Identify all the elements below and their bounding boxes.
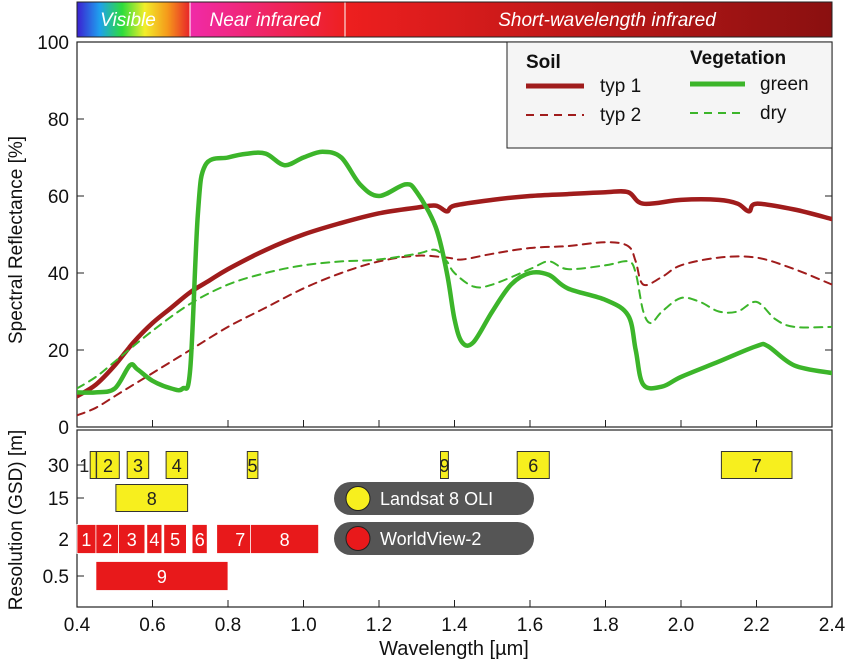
wavelength-x-tick-label: 2.0 xyxy=(668,615,694,636)
legend-veg-dry-label: dry xyxy=(760,103,787,124)
reflectance-y-tick-label: 0 xyxy=(58,418,69,439)
landsat-band-8-label: 8 xyxy=(147,489,157,509)
landsat-band-5-bar xyxy=(246,451,259,479)
wavelength-x-tick-label: 0.8 xyxy=(215,615,241,636)
spectral-region-banner: Visible Near infrared Short-wavelength i… xyxy=(76,1,833,38)
wavelength-x-tick-label: 2.2 xyxy=(743,615,769,636)
landsat-band-5-label: 5 xyxy=(247,456,257,476)
legend-soil-typ2-label: typ 2 xyxy=(600,105,641,126)
resolution-y-axis-label: Resolution (GSD) [m] xyxy=(6,430,27,611)
landsat-band-6-bar xyxy=(516,451,550,479)
worldview-band-3-label: 3 xyxy=(127,530,137,550)
wavelength-x-tick-label: 0.6 xyxy=(139,615,165,636)
worldview-band-5-label: 5 xyxy=(170,530,180,550)
worldview-band-1-label: 1 xyxy=(81,530,91,550)
legend-soil-header: Soil xyxy=(526,52,561,73)
near-infrared-region-band xyxy=(190,2,345,37)
worldview-band-3-bar xyxy=(118,524,146,554)
gsd-category-label: 2 xyxy=(58,530,69,551)
worldview-band-5-bar xyxy=(163,524,187,554)
sensor-legend: Landsat 8 OLI WorldView-2 xyxy=(334,482,534,555)
landsat-band-4-bar xyxy=(165,451,189,479)
wavelength-x-tick-label: 1.2 xyxy=(366,615,392,636)
worldview-band-8-bar xyxy=(250,524,320,554)
gsd-category-label: 0.5 xyxy=(43,567,69,588)
worldview-band-9-label: 9 xyxy=(157,567,167,587)
landsat-band-6-label: 6 xyxy=(528,456,538,476)
reflectance-y-axis-label: Spectral Reflectance [%] xyxy=(6,136,27,344)
reflectance-y-tick-label: 20 xyxy=(48,341,69,362)
landsat-band-2-bar xyxy=(96,451,120,479)
legend-veg-green-label: green xyxy=(760,74,809,95)
gsd-category-label: 30 xyxy=(48,456,69,477)
reflectance-y-axis: 0 20 40 60 80 100 xyxy=(37,33,832,439)
visible-region-label: Visible xyxy=(100,10,156,31)
wavelength-x-tick-label: 1.8 xyxy=(592,615,618,636)
wavelength-x-axis-label: Wavelength [µm] xyxy=(379,638,529,660)
legend-soil-typ1-label: typ 1 xyxy=(600,76,641,97)
reflectance-curves xyxy=(77,149,832,417)
reflectance-y-tick-label: 40 xyxy=(48,264,69,285)
worldview-band-9-bar xyxy=(95,561,229,591)
wavelength-x-tick-label: 0.4 xyxy=(64,615,91,636)
worldview-band-4-label: 4 xyxy=(149,530,159,550)
landsat-band-9-label: 9 xyxy=(439,456,449,476)
worldview-band-4-bar xyxy=(146,524,163,554)
vegetation-green-curve xyxy=(77,149,832,395)
resolution-y-axis: 30 15 2 0.5 xyxy=(43,456,84,588)
reflectance-y-tick-label: 60 xyxy=(48,187,69,208)
landsat-band-3-label: 3 xyxy=(133,456,143,476)
soil-typ2-curve xyxy=(77,241,832,417)
soil-typ1-curve xyxy=(77,188,832,399)
landsat-band-1-bar xyxy=(89,451,97,479)
wavelength-x-tick-label: 1.0 xyxy=(290,615,316,636)
landsat-band-2-label: 2 xyxy=(103,456,113,476)
sensor-bands: 1 2 3 4 5 9 6 781 2 3 4 5 6 7 89 xyxy=(76,451,793,591)
worldview-legend-pill xyxy=(334,522,534,555)
landsat-band-3-bar xyxy=(126,451,150,479)
swir-region-band xyxy=(345,2,832,37)
visible-region-band xyxy=(77,2,190,37)
worldview-band-6-bar xyxy=(191,524,208,554)
wavelength-x-tick-label: 1.4 xyxy=(441,615,468,636)
landsat-band-1-label: 1 xyxy=(79,456,89,476)
landsat-band-7-label: 7 xyxy=(752,456,762,476)
legend-vegetation-header: Vegetation xyxy=(690,48,786,69)
reflectance-legend: Soil Vegetation typ 1 typ 2 green dry xyxy=(506,41,833,149)
near-infrared-region-label: Near infrared xyxy=(210,10,322,31)
landsat-legend-pill xyxy=(334,482,534,515)
worldview-band-6-label: 6 xyxy=(195,530,205,550)
worldview-legend-marker xyxy=(345,526,371,551)
wavelength-x-tick-label: 2.4 xyxy=(819,615,846,636)
gsd-category-label: 15 xyxy=(48,489,69,510)
vegetation-dry-curve xyxy=(77,248,832,390)
worldview-band-7-label: 7 xyxy=(235,530,245,550)
landsat-band-8-bar xyxy=(115,484,189,512)
landsat-band-7-bar xyxy=(720,451,793,479)
wavelength-x-axis: 0.4 0.6 0.8 1.0 1.2 1.4 1.6 1.8 2.0 2.2 2.4 xyxy=(64,420,846,636)
worldview-band-2-label: 2 xyxy=(102,530,112,550)
reflectance-y-tick-label: 100 xyxy=(37,33,69,54)
landsat-legend-label: Landsat 8 OLI xyxy=(380,489,493,509)
worldview-band-8-label: 8 xyxy=(280,530,290,550)
reflectance-y-tick-label: 80 xyxy=(48,110,69,131)
swir-region-label: Short-wavelength infrared xyxy=(498,10,717,31)
worldview-legend-label: WorldView-2 xyxy=(380,529,481,549)
wavelength-x-tick-label: 1.6 xyxy=(517,615,543,636)
landsat-legend-marker xyxy=(345,486,371,511)
landsat-band-9-bar xyxy=(440,451,449,479)
landsat-band-4-label: 4 xyxy=(172,456,182,476)
